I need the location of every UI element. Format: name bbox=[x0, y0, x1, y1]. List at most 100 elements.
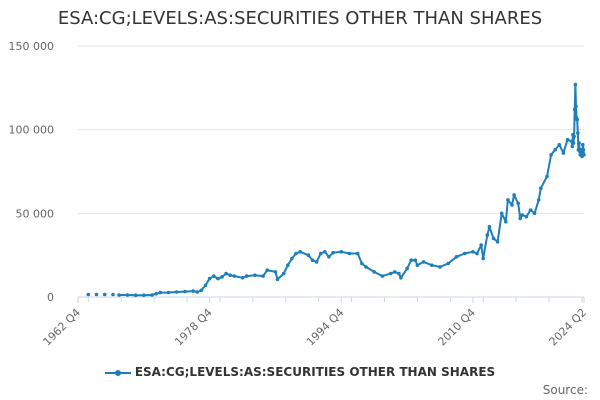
data-point bbox=[393, 270, 397, 274]
x-tick-label: 1962 Q4 bbox=[41, 306, 84, 349]
source-label: Source: bbox=[542, 383, 588, 397]
data-point bbox=[232, 274, 237, 278]
data-point bbox=[454, 254, 459, 259]
data-point bbox=[310, 258, 315, 263]
data-point bbox=[499, 211, 504, 216]
data-point bbox=[518, 216, 522, 221]
legend-label: ESA:CG;LEVELS:AS:SECURITIES OTHER THAN S… bbox=[134, 365, 496, 379]
y-tick-label: 0 bbox=[47, 291, 54, 304]
data-point bbox=[154, 291, 158, 296]
y-tick-label: 50 000 bbox=[16, 207, 55, 220]
y-tick-label: 150 000 bbox=[9, 40, 55, 53]
data-point bbox=[290, 256, 294, 261]
data-point bbox=[327, 254, 331, 259]
data-point bbox=[228, 273, 232, 278]
data-point bbox=[253, 273, 257, 278]
data-point bbox=[331, 250, 335, 255]
data-point bbox=[273, 270, 278, 274]
data-point bbox=[150, 293, 154, 297]
data-point bbox=[207, 276, 212, 281]
data-point bbox=[86, 292, 91, 297]
tick-labels: 0 50 000 100 000 150 000 1962 Q4 1978 Q4 1994 … bbox=[9, 40, 590, 348]
data-point bbox=[364, 265, 368, 269]
data-point bbox=[571, 141, 576, 145]
data-point bbox=[360, 261, 364, 266]
data-point bbox=[495, 240, 500, 244]
x-tick-label: 2010 Q4 bbox=[436, 306, 479, 349]
data-point bbox=[286, 263, 290, 268]
data-point bbox=[485, 233, 490, 237]
data-point bbox=[314, 260, 319, 264]
data-point bbox=[133, 293, 138, 298]
data-point bbox=[94, 292, 99, 297]
data-point bbox=[487, 224, 492, 229]
data-point bbox=[405, 266, 409, 271]
data-point bbox=[318, 251, 323, 256]
series-layer bbox=[86, 82, 586, 298]
data-point bbox=[397, 271, 401, 276]
data-point bbox=[294, 251, 298, 256]
data-point bbox=[409, 258, 414, 263]
data-point bbox=[430, 263, 434, 268]
data-point bbox=[158, 290, 163, 295]
data-point bbox=[220, 275, 224, 279]
data-point bbox=[102, 292, 107, 297]
data-point bbox=[323, 250, 327, 254]
data-point bbox=[512, 193, 516, 197]
data-point bbox=[462, 251, 467, 256]
data-point bbox=[570, 144, 575, 149]
data-point bbox=[166, 290, 171, 295]
x-tick-label: 2024 Q2 bbox=[547, 306, 590, 349]
data-point bbox=[421, 260, 426, 264]
data-point bbox=[575, 117, 579, 122]
data-point bbox=[216, 276, 220, 281]
data-point bbox=[536, 198, 541, 202]
data-point bbox=[446, 261, 451, 266]
data-point bbox=[545, 174, 549, 179]
data-point bbox=[240, 276, 245, 280]
data-point bbox=[438, 265, 442, 269]
y-tick-label: 100 000 bbox=[9, 124, 55, 137]
data-point bbox=[347, 251, 352, 256]
data-point bbox=[261, 274, 265, 278]
data-point bbox=[142, 293, 146, 298]
data-point bbox=[388, 271, 393, 276]
data-point bbox=[183, 289, 187, 294]
data-point bbox=[244, 274, 249, 278]
data-point bbox=[399, 276, 403, 280]
data-point bbox=[577, 141, 581, 145]
data-point bbox=[203, 283, 208, 288]
data-point bbox=[491, 236, 496, 241]
data-point bbox=[573, 82, 578, 87]
data-point bbox=[520, 213, 525, 217]
data-point bbox=[224, 271, 228, 276]
data-point bbox=[415, 263, 420, 268]
data-point bbox=[581, 147, 586, 152]
data-point bbox=[510, 203, 514, 207]
data-point bbox=[117, 293, 121, 297]
data-point bbox=[125, 293, 130, 297]
data-point bbox=[265, 268, 270, 273]
legend[interactable]: ESA:CG;LEVELS:AS:SECURITIES OTHER THAN S… bbox=[0, 365, 600, 379]
data-point bbox=[281, 271, 286, 276]
data-point bbox=[298, 250, 302, 254]
data-point bbox=[212, 274, 216, 278]
data-point bbox=[561, 151, 566, 155]
x-tick-label: 1978 Q4 bbox=[172, 306, 215, 349]
data-point bbox=[111, 292, 115, 297]
data-point bbox=[572, 134, 576, 139]
chart-title: ESA:CG;LEVELS:AS:SECURITIES OTHER THAN S… bbox=[57, 8, 543, 29]
data-point bbox=[565, 137, 570, 142]
data-point bbox=[191, 289, 195, 293]
data-point bbox=[372, 270, 377, 274]
data-point bbox=[557, 142, 562, 147]
data-point bbox=[481, 256, 486, 261]
x-tick-label: 1994 Q4 bbox=[304, 306, 347, 349]
data-point bbox=[174, 290, 179, 294]
axes bbox=[77, 296, 585, 303]
data-point bbox=[380, 274, 385, 278]
data-point bbox=[275, 277, 280, 282]
data-point bbox=[506, 198, 510, 202]
data-point bbox=[475, 251, 479, 256]
data-point bbox=[528, 208, 533, 212]
